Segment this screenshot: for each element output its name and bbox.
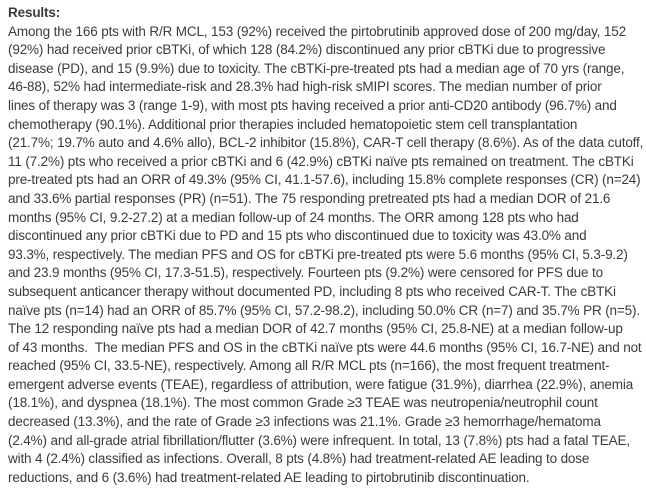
text-line: (92%) had received prior cBTKi, of which…: [8, 42, 606, 58]
text-line: naïve pts (n=14) had an ORR of 85.7% (95…: [8, 302, 640, 318]
results-paragraph: Among the 166 pts with R/R MCL, 153 (92%…: [8, 23, 644, 488]
text-line: and 33.6% partial responses (PR) (n=51).…: [8, 190, 611, 206]
text-line: (21.7%; 19.7% auto and 4.6% allo), BCL-2…: [8, 135, 644, 151]
text-line: lines of therapy was 3 (range 1-9), with…: [8, 97, 617, 113]
text-line: emergent adverse events (TEAE), regardle…: [8, 376, 634, 392]
text-line: chemotherapy (90.1%). Additional prior t…: [8, 116, 578, 132]
text-line: and 23.9 months (95% CI, 17.3-51.5), res…: [8, 265, 603, 281]
text-line: reductions, and 6 (3.6%) had treatment-r…: [8, 469, 530, 485]
text-line: (18.1%), and dyspnea (18.1%). The most c…: [8, 395, 598, 411]
text-line: Among the 166 pts with R/R MCL, 153 (92%…: [8, 23, 626, 39]
results-heading: Results:: [8, 5, 61, 20]
text-line: 93.3%, respectively. The median PFS and …: [8, 246, 628, 262]
text-line: of 43 months. The median PFS and OS in t…: [8, 339, 642, 355]
text-line: 11 (7.2%) pts who received a prior cBTKi…: [8, 153, 634, 169]
text-line: with 4 (2.4%) classified as infections. …: [8, 451, 590, 467]
text-line: decreased (13.3%), and the rate of Grade…: [8, 414, 601, 430]
text-line: disease (PD), and 15 (9.9%) due to toxic…: [8, 60, 625, 76]
text-line: months (95% CI, 9.2-27.2) at a median fo…: [8, 209, 579, 225]
text-line: (2.4%) and all-grade atrial fibrillation…: [8, 432, 630, 448]
text-line: 46-88), 52% had intermediate-risk and 28…: [8, 79, 602, 95]
text-line: reached (95% CI, 33.5-NE), respectively.…: [8, 358, 610, 374]
text-line: discontinued any prior cBTKi due to PD a…: [8, 228, 587, 244]
text-line: The 12 responding naïve pts had a median…: [8, 321, 623, 337]
text-line: pre-treated pts had an ORR of 49.3% (95%…: [8, 172, 641, 188]
text-line: subsequent anticancer therapy without do…: [8, 283, 616, 299]
